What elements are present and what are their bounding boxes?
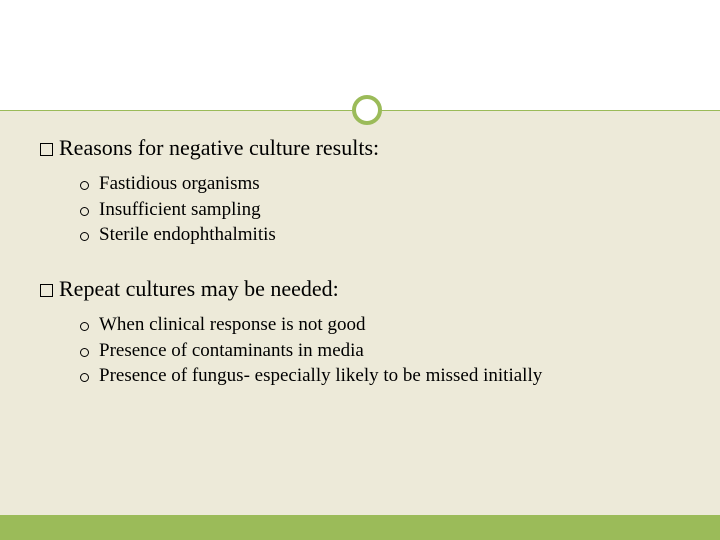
sub-list: Fastidious organisms Insufficient sampli…: [80, 171, 680, 248]
list-item: Sterile endophthalmitis: [80, 222, 680, 248]
list-item-text: Presence of contaminants in media: [99, 338, 364, 364]
list-item: When clinical response is not good: [80, 312, 680, 338]
list-item: Insufficient sampling: [80, 197, 680, 223]
list-item-text: Insufficient sampling: [99, 197, 261, 223]
square-bullet-icon: [40, 143, 53, 156]
list-item-text: Fastidious organisms: [99, 171, 260, 197]
section-0: Reasons for negative culture results: Fa…: [40, 135, 680, 248]
section-heading: Repeat cultures may be needed:: [40, 276, 680, 302]
ring-icon: [352, 95, 382, 125]
list-item-text: When clinical response is not good: [99, 312, 365, 338]
circle-bullet-icon: [80, 373, 89, 382]
top-band: [0, 0, 720, 110]
heading-text: Reasons for negative culture results:: [59, 135, 379, 161]
circle-bullet-icon: [80, 348, 89, 357]
list-item: Presence of fungus- especially likely to…: [80, 363, 680, 389]
slide: Reasons for negative culture results: Fa…: [0, 0, 720, 540]
section-heading: Reasons for negative culture results:: [40, 135, 680, 161]
sub-list: When clinical response is not good Prese…: [80, 312, 680, 389]
list-item-text: Presence of fungus- especially likely to…: [99, 363, 542, 389]
content-area: Reasons for negative culture results: Fa…: [40, 135, 680, 417]
list-item: Presence of contaminants in media: [80, 338, 680, 364]
list-item: Fastidious organisms: [80, 171, 680, 197]
circle-bullet-icon: [80, 232, 89, 241]
circle-bullet-icon: [80, 322, 89, 331]
circle-bullet-icon: [80, 181, 89, 190]
circle-bullet-icon: [80, 207, 89, 216]
square-bullet-icon: [40, 284, 53, 297]
heading-text: Repeat cultures may be needed:: [59, 276, 339, 302]
list-item-text: Sterile endophthalmitis: [99, 222, 276, 248]
bottom-accent-band: [0, 515, 720, 540]
section-1: Repeat cultures may be needed: When clin…: [40, 276, 680, 389]
